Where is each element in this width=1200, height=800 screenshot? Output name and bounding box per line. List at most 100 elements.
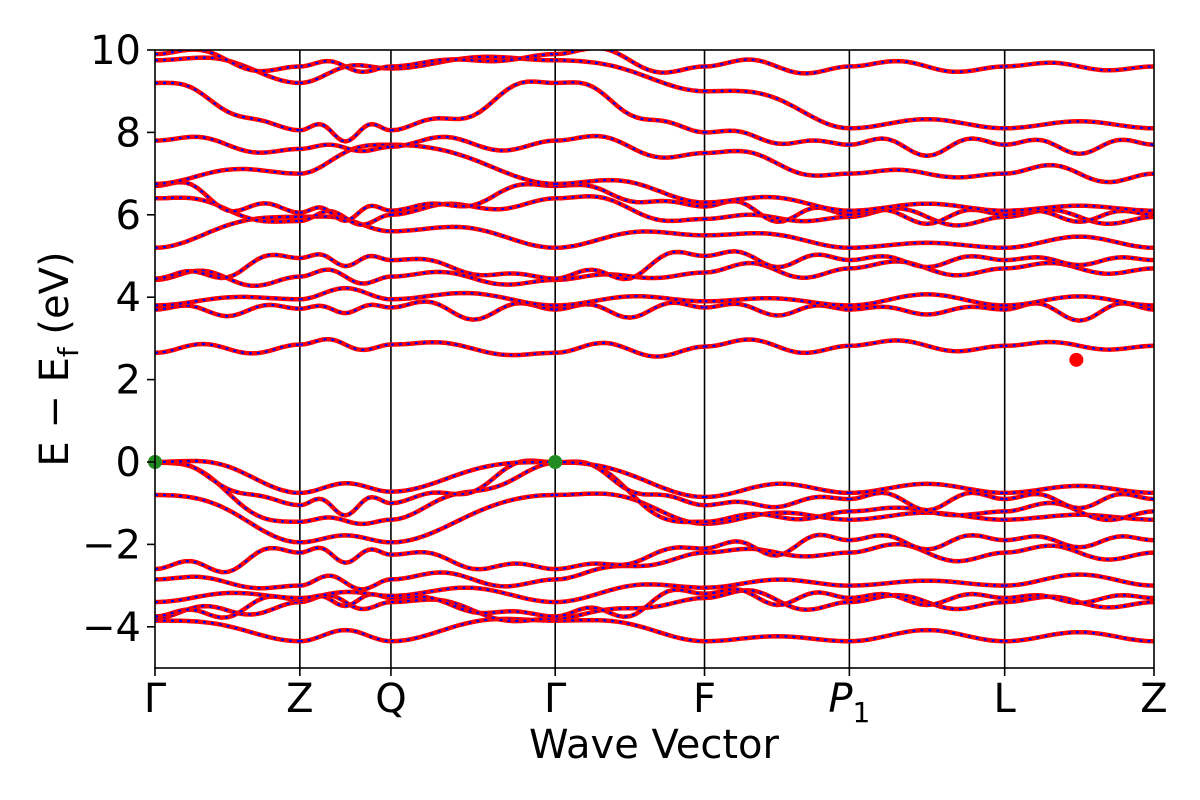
band-4-2 [704,586,850,608]
band-line-secondary [155,295,300,307]
band-line-secondary [155,546,300,574]
band-1-16 [299,208,392,227]
band-line-secondary [299,122,392,143]
band-4-16 [704,212,850,224]
band-4-22 [704,57,850,76]
band-1-5 [299,545,392,565]
y-axis: −4 −2 0 2 4 6 8 10 [82,28,155,651]
band-line-secondary [849,59,1005,73]
band-0-9 [155,458,300,496]
band-line-secondary [1004,261,1154,275]
band-line-primary [299,58,392,75]
band-5-12 [849,292,1005,308]
y-tick-label-5: 6 [116,193,141,239]
band-line-primary [390,256,556,281]
band-line-secondary [555,59,705,93]
band-3-0 [555,617,705,644]
band-5-11 [849,304,1005,317]
band-5-21 [849,116,1005,131]
band-5-4 [849,541,1005,564]
band-line-secondary [849,339,1005,353]
band-6-10 [1004,339,1154,352]
band-line-secondary [1004,295,1154,307]
band-3-20 [555,80,705,135]
band-1-18 [299,142,391,176]
band-line-secondary [155,591,300,604]
band-line-primary [299,336,392,353]
band-0-22 [155,50,300,74]
band-line-secondary [1004,573,1154,587]
band-line-secondary [704,195,850,212]
band-line-secondary [704,297,850,307]
band-4-5 [704,532,850,558]
band-3-5 [555,545,705,572]
band-0-0 [155,618,300,644]
band-line-secondary [704,338,850,355]
band-3-16 [555,194,705,224]
band-2-13 [390,269,556,287]
band-5-8 [849,490,1005,513]
band-line-secondary [1004,501,1154,522]
band-line-secondary [390,270,556,286]
band-line-secondary [849,255,1005,269]
band-line-secondary [555,250,705,281]
band-0-12 [155,294,300,308]
band-line-primary [299,302,392,316]
band-1-8 [299,494,392,518]
band-line-secondary [1004,340,1154,351]
band-0-6 [155,492,300,545]
band-line-secondary [849,579,1005,587]
band-3-10 [555,340,705,359]
y-axis-label-unit: (eV) [32,251,78,347]
band-line-secondary [704,533,850,557]
band-1-9 [299,480,392,496]
band-6-3 [1004,572,1154,588]
band-line-secondary [849,241,1005,249]
band-5-3 [849,578,1005,588]
band-line-secondary [555,546,705,571]
band-line-secondary [1004,484,1154,494]
y-axis-label-main: E − E [32,357,78,467]
band-line-secondary [155,342,300,355]
band-line-secondary [555,596,705,620]
band-line-primary [299,533,391,545]
band-1-17 [299,203,392,224]
band-line-secondary [1004,163,1154,184]
band-line-secondary [155,215,300,249]
band-line-secondary [1004,235,1154,249]
band-1-10 [299,336,392,353]
x-tick-label-3: Γ [544,676,567,722]
band-6-5 [1004,534,1154,550]
band-line-secondary [1004,544,1154,561]
band-line-secondary [1004,256,1154,267]
band-line-secondary [704,129,850,146]
band-5-1 [849,592,1005,612]
band-line-secondary [155,81,300,132]
band-line-secondary [849,260,1005,277]
band-line-secondary [299,593,391,611]
band-line-secondary [704,588,850,607]
band-4-19 [704,148,850,178]
band-4-8 [704,494,850,510]
band-line-secondary [390,225,556,249]
band-line-secondary [299,143,391,175]
band-line-secondary [1004,513,1154,521]
band-6-18 [1004,203,1154,213]
band-line-secondary [849,592,1005,607]
band-line-secondary [155,167,300,185]
band-2-4 [390,570,556,589]
band-4-13 [704,260,850,280]
band-1-4 [299,573,392,592]
band-line-primary [390,142,556,187]
band-line-primary [299,627,392,644]
band-line-secondary [704,89,850,130]
band-line-secondary [704,511,850,525]
y-tick-label-3: 2 [116,358,141,404]
band-5-20 [849,136,1005,159]
band-line-secondary [704,635,850,643]
band-line-secondary [704,58,850,75]
band-line-primary [390,459,556,494]
band-3-1 [555,595,705,621]
